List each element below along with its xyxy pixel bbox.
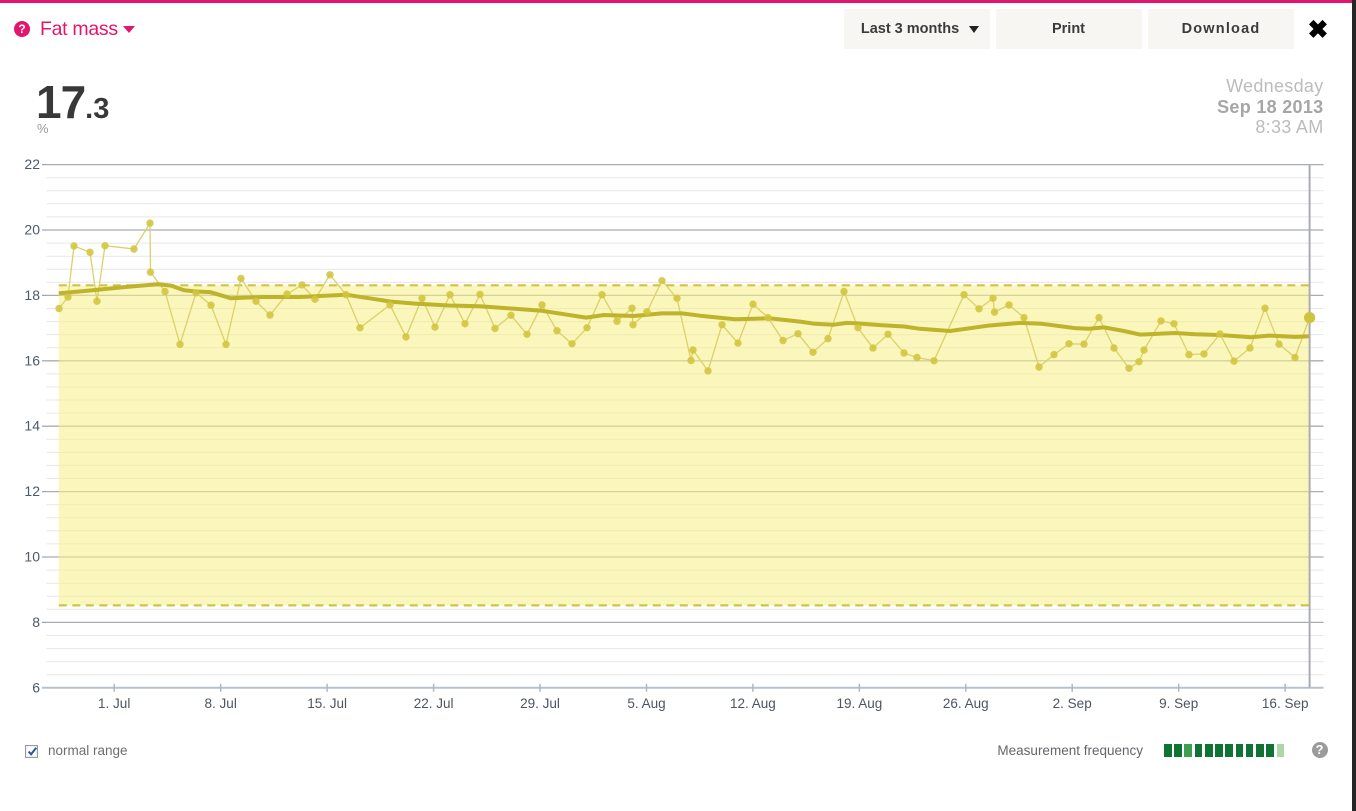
svg-text:20: 20 <box>24 222 40 238</box>
svg-text:19. Aug: 19. Aug <box>837 696 883 711</box>
svg-text:22: 22 <box>24 156 40 172</box>
svg-text:22. Jul: 22. Jul <box>414 696 454 711</box>
svg-text:10: 10 <box>24 549 40 565</box>
svg-text:16: 16 <box>24 352 40 368</box>
svg-text:15. Jul: 15. Jul <box>307 696 347 711</box>
svg-text:12. Aug: 12. Aug <box>730 696 776 711</box>
svg-text:16. Sep: 16. Sep <box>1262 696 1309 711</box>
svg-text:6: 6 <box>32 679 40 695</box>
svg-text:26. Aug: 26. Aug <box>943 696 989 711</box>
svg-text:18: 18 <box>24 287 40 303</box>
svg-text:8: 8 <box>32 614 40 630</box>
svg-text:29. Jul: 29. Jul <box>520 696 560 711</box>
svg-text:2. Sep: 2. Sep <box>1053 696 1092 711</box>
svg-text:5. Aug: 5. Aug <box>627 696 665 711</box>
svg-text:14: 14 <box>24 418 40 434</box>
svg-text:9. Sep: 9. Sep <box>1159 696 1198 711</box>
svg-text:1. Jul: 1. Jul <box>98 696 130 711</box>
svg-text:12: 12 <box>24 483 40 499</box>
svg-text:8. Jul: 8. Jul <box>205 696 237 711</box>
